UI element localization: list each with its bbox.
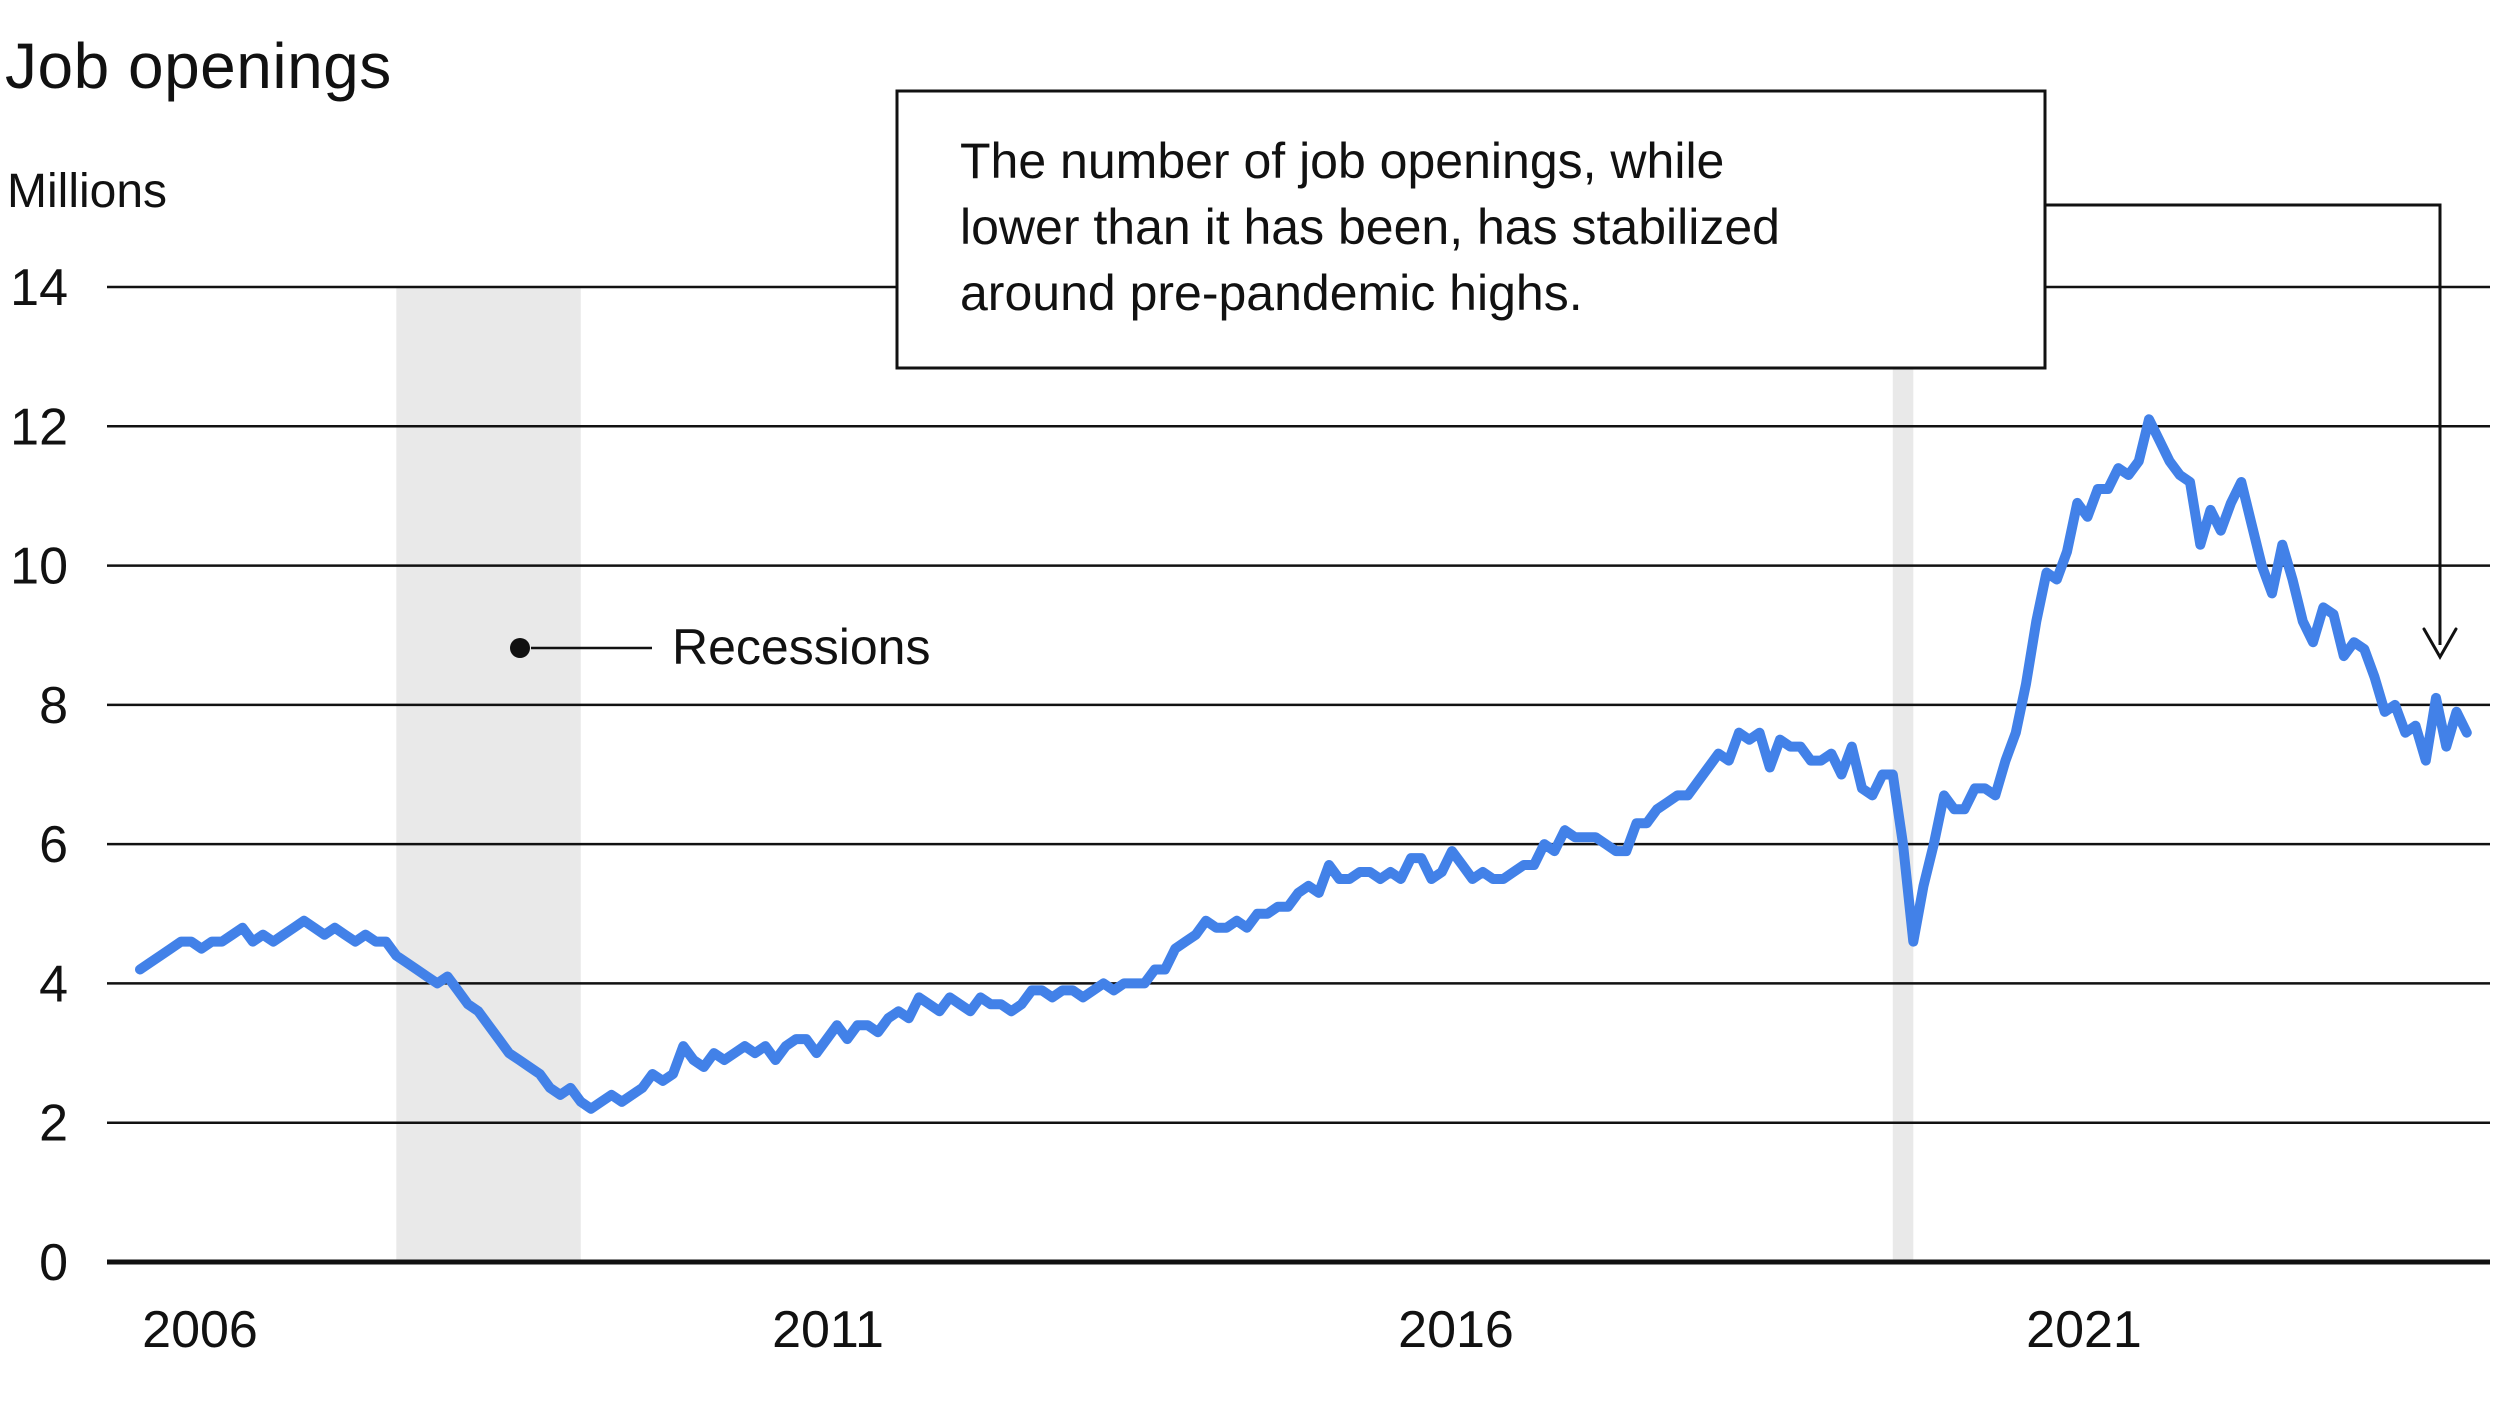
x-tick-label: 2011 [772,1301,884,1359]
y-tick-labels: 0 2 4 6 8 10 12 14 [10,259,68,1292]
x-tick-labels: 2006 2011 2016 2021 [142,1301,2142,1359]
annotation-box [895,89,2047,370]
y-tick-label: 8 [39,677,68,735]
y-tick-label: 14 [10,259,68,317]
annotation-connector-line [2045,203,2442,645]
job-openings-line [135,414,2472,1114]
y-tick-label: 4 [39,955,68,1013]
recessions-legend: Recessions [510,619,930,675]
x-tick-label: 2006 [142,1301,258,1359]
arrow-down-icon [2422,627,2458,661]
recessions-legend-label: Recessions [672,619,930,675]
x-tick-label: 2016 [1398,1301,1514,1359]
y-gridlines [107,285,2490,1265]
recession-bands [396,287,1914,1262]
y-tick-label: 2 [39,1095,68,1153]
annotation-text: The number of job openings, while lower … [960,133,1794,321]
axis-unit-label: Millions [7,165,167,218]
y-tick-label: 0 [39,1234,68,1292]
y-tick-label: 10 [10,538,68,596]
chart-title: Job openings [5,30,392,102]
recessions-legend-dot-icon [510,638,530,658]
annotation-connector [2045,203,2458,661]
y-tick-label: 6 [39,816,68,874]
recession-band [396,287,581,1262]
recession-band [1892,287,1914,1262]
annotation-callout: The number of job openings, while lower … [895,89,2047,370]
x-tick-label: 2021 [2026,1301,2142,1359]
y-tick-label: 12 [10,398,68,456]
